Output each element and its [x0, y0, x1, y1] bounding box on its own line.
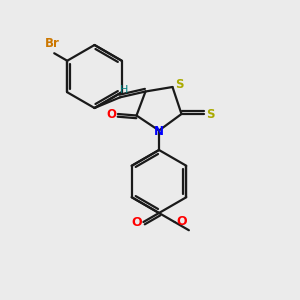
Text: O: O — [106, 107, 116, 121]
Text: O: O — [176, 215, 187, 228]
Text: N: N — [154, 124, 164, 138]
Text: S: S — [206, 107, 215, 121]
Text: S: S — [175, 78, 183, 91]
Text: O: O — [131, 215, 142, 229]
Text: Br: Br — [44, 37, 59, 50]
Text: H: H — [120, 85, 129, 95]
